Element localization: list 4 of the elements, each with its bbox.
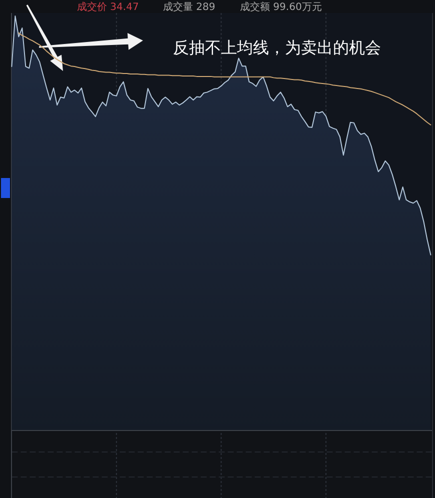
annotation: 成交额 99.60万元: [240, 2, 322, 13]
annotation: 成交价 34.47: [77, 2, 139, 13]
annotation: 反抽不上均线，为卖出的机会: [173, 38, 381, 57]
annotation: 成交量 289: [163, 2, 216, 13]
